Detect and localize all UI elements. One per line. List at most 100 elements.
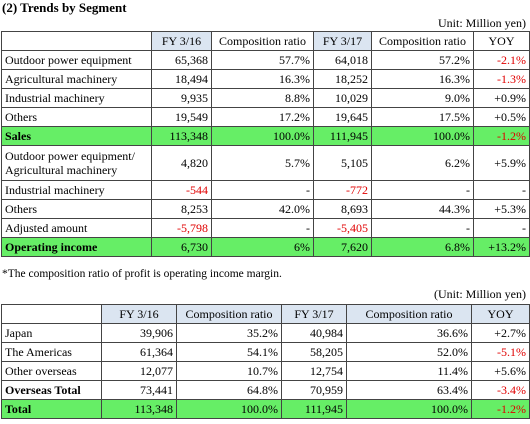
header-cell: Composition ratio xyxy=(211,31,314,51)
value-cell: 52.0% xyxy=(346,342,472,362)
value-cell: - xyxy=(211,180,314,200)
row: Total 113,348 100.0% 111,945 100.0% -1.2% xyxy=(1,399,530,419)
value-cell: 6.8% xyxy=(371,237,474,257)
value-cell: 64,018 xyxy=(313,50,372,70)
value-cell: 5.7% xyxy=(211,145,314,181)
header-cell: FY 3/16 xyxy=(101,304,177,324)
value-cell: 18,252 xyxy=(313,69,372,89)
value-cell: 40,984 xyxy=(281,323,347,343)
value-cell: -5,405 xyxy=(313,218,372,238)
row: Others 8,253 42.0% 8,693 44.3% +5.3% xyxy=(1,199,530,219)
value-cell: -5,798 xyxy=(151,218,212,238)
unit: (Unit: Million yen) xyxy=(434,287,526,301)
value-cell: 8.8% xyxy=(211,88,314,108)
value-cell: - xyxy=(473,218,530,238)
value-cell: 73,441 xyxy=(101,380,177,400)
header-cell: FY 3/16 xyxy=(151,31,212,51)
value-cell: 36.6% xyxy=(346,323,472,343)
value-cell: +5.9% xyxy=(473,145,530,181)
row: Others 19,549 17.2% 19,645 17.5% +0.5% xyxy=(1,107,530,127)
value-cell: +0.5% xyxy=(473,107,530,127)
value-cell: 58,205 xyxy=(281,342,347,362)
label-cell: Outdoor power equipment xyxy=(1,50,152,70)
header-cell: YOY xyxy=(473,31,530,51)
row: Agricultural machinery 18,494 16.3% 18,252 1… xyxy=(1,69,530,89)
value-cell: 113,348 xyxy=(101,399,177,419)
label-cell: Others xyxy=(1,199,152,219)
value-cell: 100.0% xyxy=(211,126,314,146)
value-cell: 65,368 xyxy=(151,50,212,70)
label-cell: Japan xyxy=(1,323,102,343)
value-cell: -1.3% xyxy=(473,69,530,89)
value-cell: 35.2% xyxy=(176,323,282,343)
value-cell: 19,549 xyxy=(151,107,212,127)
label-cell: Others xyxy=(1,107,152,127)
label-cell: Industrial machinery xyxy=(1,88,152,108)
segment-table: FY 3/16 Composition ratio FY 3/17 Compositi… xyxy=(1,31,530,257)
value-cell: +2.7% xyxy=(471,323,530,343)
value-cell: 12,077 xyxy=(101,361,177,381)
label-cell: Other overseas xyxy=(1,361,102,381)
row: Other overseas 12,077 10.7% 12,754 11.4% +5.6… xyxy=(1,361,530,381)
header-cell: Composition ratio xyxy=(176,304,282,324)
value-cell: 10.7% xyxy=(176,361,282,381)
value-cell: 42.0% xyxy=(211,199,314,219)
value-cell: 9,935 xyxy=(151,88,212,108)
row: Outdoor power equipment 65,368 57.7% 64,018… xyxy=(1,50,530,70)
row: Outdoor power equipment/ Agricultural ma… xyxy=(1,145,530,181)
value-cell: 100.0% xyxy=(176,399,282,419)
label-cell: Total xyxy=(1,399,102,419)
label-cell: Adjusted amount xyxy=(1,218,152,238)
header-cell: Composition ratio xyxy=(346,304,472,324)
value-cell: -772 xyxy=(313,180,372,200)
value-cell: 5,105 xyxy=(313,145,372,181)
value-cell: -3.4% xyxy=(471,380,530,400)
value-cell: 63.4% xyxy=(346,380,472,400)
row: The Americas 61,364 54.1% 58,205 52.0% -5.1% xyxy=(1,342,530,362)
row: Overseas Total 73,441 64.8% 70,959 63.4% -3.4… xyxy=(1,380,530,400)
value-cell: 64.8% xyxy=(176,380,282,400)
value-cell: 57.7% xyxy=(211,50,314,70)
value-cell: 8,693 xyxy=(313,199,372,219)
value-cell: 111,945 xyxy=(313,126,372,146)
value-cell: 11.4% xyxy=(346,361,472,381)
title: (2) Trends by Segment xyxy=(2,0,127,15)
value-cell: 111,945 xyxy=(281,399,347,419)
value-cell: -2.1% xyxy=(473,50,530,70)
label-cell: Overseas Total xyxy=(1,380,102,400)
header-cell: FY 3/17 xyxy=(313,31,372,51)
label-cell: Outdoor power equipment/ Agricultural ma… xyxy=(1,145,152,181)
header-cell xyxy=(1,31,152,51)
value-cell: +5.3% xyxy=(473,199,530,219)
value-cell: -1.2% xyxy=(473,126,530,146)
header-row: FY 3/16 Composition ratio FY 3/17 Compositi… xyxy=(1,304,530,324)
value-cell: 54.1% xyxy=(176,342,282,362)
row: Japan 39,906 35.2% 40,984 36.6% +2.7% xyxy=(1,323,530,343)
value-cell: 7,620 xyxy=(313,237,372,257)
label-cell: Operating income xyxy=(1,237,152,257)
value-cell: 70,959 xyxy=(281,380,347,400)
value-cell: 6% xyxy=(211,237,314,257)
value-cell: +13.2% xyxy=(473,237,530,257)
region-table: FY 3/16 Composition ratio FY 3/17 Compositi… xyxy=(1,304,530,419)
header-cell: FY 3/17 xyxy=(281,304,347,324)
value-cell: 113,348 xyxy=(151,126,212,146)
header-row: FY 3/16 Composition ratio FY 3/17 Compositi… xyxy=(1,31,530,51)
label-cell: The Americas xyxy=(1,342,102,362)
value-cell: - xyxy=(211,218,314,238)
value-cell: 100.0% xyxy=(371,126,474,146)
value-cell: 4,820 xyxy=(151,145,212,181)
header-cell: Composition ratio xyxy=(371,31,474,51)
value-cell: 12,754 xyxy=(281,361,347,381)
value-cell: -5.1% xyxy=(471,342,530,362)
value-cell: 9.0% xyxy=(371,88,474,108)
value-cell: 8,253 xyxy=(151,199,212,219)
value-cell: - xyxy=(371,180,474,200)
value-cell: -544 xyxy=(151,180,212,200)
value-cell: 6,730 xyxy=(151,237,212,257)
value-cell: +5.6% xyxy=(471,361,530,381)
value-cell: 16.3% xyxy=(371,69,474,89)
value-cell: 18,494 xyxy=(151,69,212,89)
header-cell xyxy=(1,304,102,324)
